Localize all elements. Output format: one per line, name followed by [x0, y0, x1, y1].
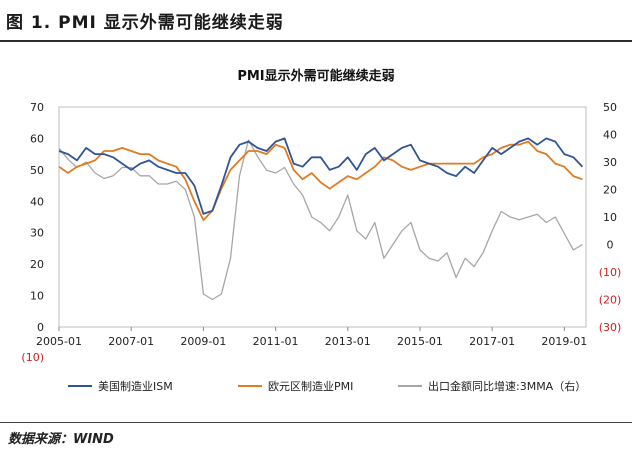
right-tick-label: 30 — [603, 156, 617, 169]
right-tick-label: (30) — [599, 321, 622, 334]
x-tick-label: 2013-01 — [325, 335, 371, 348]
left-axis: 0 10 20 30 40 50 60 70 (10) — [21, 101, 44, 364]
left-tick-label: 30 — [30, 227, 44, 240]
x-axis: 2005-01 2007-01 2009-01 2011-01 2013-01 2015-… — [36, 327, 587, 348]
right-tick-label: 50 — [603, 101, 617, 114]
right-tick-label: 10 — [603, 211, 617, 224]
chart: PMI显示外需可能继续走弱 2005-01 2007-01 2009-01 2011-… — [21, 68, 622, 393]
left-tick-label: 50 — [30, 164, 44, 177]
x-tick-label: 2007-01 — [108, 335, 154, 348]
series-pmi-line — [59, 140, 583, 222]
x-tick-label: 2005-01 — [36, 335, 82, 348]
legend: 美国制造业ISM 欧元区制造业PMI 出口金额同比增速:3MMA（右） — [68, 379, 586, 393]
figure-title: 图 1. PMI 显示外需可能继续走弱 — [6, 13, 284, 33]
top-rule — [0, 40, 632, 42]
series-layer — [59, 137, 584, 301]
plot-frame — [58, 106, 587, 328]
x-tick-label: 2011-01 — [253, 335, 299, 348]
right-tick-label: (10) — [599, 266, 622, 279]
x-tick-label: 2019-01 — [541, 335, 587, 348]
right-tick-label: (20) — [599, 294, 622, 307]
left-tick-label-negative: (10) — [21, 351, 44, 364]
left-tick-label: 0 — [37, 321, 44, 334]
right-tick-label: 40 — [603, 129, 617, 142]
x-tick-label: 2015-01 — [397, 335, 443, 348]
left-tick-label: 40 — [30, 195, 44, 208]
right-tick-label: 20 — [603, 184, 617, 197]
left-tick-label: 20 — [30, 258, 44, 271]
right-tick-label: 0 — [607, 239, 614, 252]
series-ism-line — [59, 137, 584, 215]
x-tick-label: 2017-01 — [469, 335, 515, 348]
right-axis: 50 40 30 20 10 0 (10) (20) (30) — [599, 101, 622, 334]
left-tick-label: 70 — [30, 101, 44, 114]
left-tick-label: 10 — [30, 290, 44, 303]
legend-label: 欧元区制造业PMI — [268, 379, 353, 393]
source-note: 数据来源：WIND — [8, 432, 114, 447]
x-tick-label: 2009-01 — [180, 335, 226, 348]
legend-label: 出口金额同比增速:3MMA（右） — [428, 379, 586, 393]
bottom-rule — [0, 422, 632, 423]
chart-title: PMI显示外需可能继续走弱 — [237, 68, 394, 84]
left-tick-label: 60 — [30, 132, 44, 145]
series-exports-line — [59, 139, 583, 301]
legend-label: 美国制造业ISM — [98, 379, 173, 393]
